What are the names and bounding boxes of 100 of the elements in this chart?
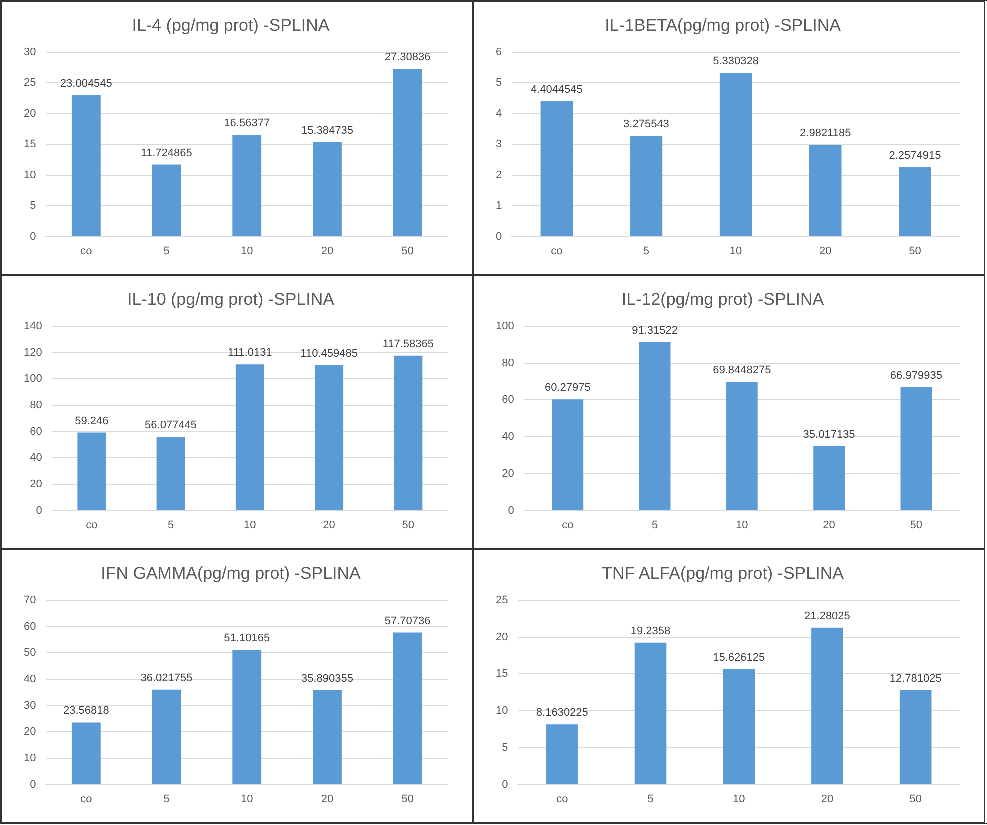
bar xyxy=(814,446,845,510)
bar xyxy=(899,167,932,236)
y-tick-label: 60 xyxy=(30,426,42,438)
y-tick-label: 0 xyxy=(30,778,36,791)
y-tick-label: 40 xyxy=(24,673,36,686)
bar xyxy=(313,690,342,784)
x-tick-label: 10 xyxy=(240,245,254,258)
y-tick-label: 15 xyxy=(24,138,36,151)
y-tick-label: 80 xyxy=(30,399,42,412)
bar xyxy=(394,356,423,510)
bar xyxy=(723,670,756,784)
y-tick-label: 50 xyxy=(24,647,36,660)
x-tick-label: 20 xyxy=(821,793,834,806)
data-label: 2.2574915 xyxy=(889,150,942,162)
y-tick-label: 140 xyxy=(24,320,42,332)
x-tick-label: 20 xyxy=(321,245,334,258)
bar xyxy=(152,690,182,784)
x-tick-label: 20 xyxy=(323,519,336,532)
data-label: 8.1630225 xyxy=(536,707,588,720)
bar xyxy=(812,628,844,784)
x-tick-label: 50 xyxy=(909,245,922,258)
y-tick-label: 70 xyxy=(24,594,36,606)
bar xyxy=(236,364,264,510)
y-tick-label: 10 xyxy=(24,169,36,182)
data-label: 3.275543 xyxy=(624,118,670,131)
x-tick-label: co xyxy=(562,519,574,532)
bar xyxy=(630,136,663,236)
data-label: 57.70736 xyxy=(384,615,431,628)
x-tick-label: 5 xyxy=(168,519,174,532)
data-label: 59.246 xyxy=(75,415,109,428)
x-tick-label: 50 xyxy=(402,519,415,532)
bar xyxy=(393,632,422,784)
y-tick-label: 80 xyxy=(502,357,514,370)
data-label: 69.8448275 xyxy=(713,364,772,377)
data-label: 36.021755 xyxy=(140,672,193,684)
bar xyxy=(726,382,758,510)
y-tick-label: 30 xyxy=(24,46,36,58)
x-tick-label: 5 xyxy=(652,519,658,532)
y-tick-label: 10 xyxy=(24,752,36,764)
data-label: 35.890355 xyxy=(301,672,354,685)
data-label: 111.0131 xyxy=(228,347,272,360)
data-label: 35.017135 xyxy=(803,428,856,441)
x-tick-label: 50 xyxy=(910,793,922,806)
bar xyxy=(393,68,422,236)
y-tick-label: 100 xyxy=(24,373,42,386)
y-tick-label: 60 xyxy=(502,394,514,406)
bar xyxy=(552,400,584,510)
y-tick-label: 0 xyxy=(508,504,514,517)
x-tick-label: 5 xyxy=(643,245,650,258)
y-tick-label: 30 xyxy=(24,700,36,712)
bar xyxy=(72,722,101,784)
chart-title: IL-1BETA(pg/mg prot) -SPLINA xyxy=(605,16,842,35)
bar xyxy=(315,365,344,510)
data-label: 12.781025 xyxy=(890,673,942,686)
y-tick-label: 120 xyxy=(24,346,42,359)
bar xyxy=(232,650,262,784)
data-label: 56.077445 xyxy=(145,419,198,432)
x-tick-label: co xyxy=(551,245,563,258)
data-label: 2.9821185 xyxy=(800,128,852,140)
y-tick-label: 6 xyxy=(496,46,502,58)
bar xyxy=(232,134,262,236)
bar xyxy=(540,101,574,236)
y-tick-label: 100 xyxy=(496,320,514,332)
y-tick-label: 20 xyxy=(24,726,36,738)
bar xyxy=(639,342,671,510)
chart-title: IL-4 (pg/mg prot) -SPLINA xyxy=(132,16,330,35)
y-tick-label: 5 xyxy=(30,200,36,212)
y-tick-label: 0 xyxy=(496,230,502,243)
data-label: 117.58365 xyxy=(382,338,434,350)
data-label: 5.330328 xyxy=(713,56,760,68)
bar xyxy=(546,724,578,784)
y-tick-label: 40 xyxy=(502,431,514,444)
x-tick-label: co xyxy=(80,793,92,806)
bar xyxy=(720,72,752,236)
x-tick-label: 10 xyxy=(736,519,748,532)
x-tick-label: 5 xyxy=(648,793,654,806)
x-tick-label: co xyxy=(86,519,98,532)
x-tick-label: 20 xyxy=(321,793,334,806)
x-tick-label: 5 xyxy=(164,245,170,258)
data-label: 4.4044545 xyxy=(530,84,583,96)
y-tick-label: 1 xyxy=(496,200,502,212)
bar xyxy=(78,432,106,510)
data-label: 15.384735 xyxy=(301,124,354,137)
data-label: 60.27975 xyxy=(544,382,591,394)
data-label: 23.004545 xyxy=(60,78,112,90)
y-tick-label: 40 xyxy=(30,452,42,464)
y-tick-label: 20 xyxy=(496,631,508,644)
bar xyxy=(900,387,932,510)
y-tick-label: 25 xyxy=(24,77,36,90)
data-label: 51.10165 xyxy=(224,632,270,645)
chart-title: IL-10 (pg/mg prot) -SPLINA xyxy=(128,290,336,309)
y-tick-label: 5 xyxy=(502,742,508,754)
x-tick-label: 10 xyxy=(732,793,746,806)
y-tick-label: 3 xyxy=(496,138,502,151)
bar xyxy=(152,164,182,236)
data-label: 19.2358 xyxy=(630,625,671,638)
bar xyxy=(313,142,342,236)
x-tick-label: co xyxy=(556,793,568,806)
y-tick-label: 25 xyxy=(496,594,508,606)
x-tick-label: 10 xyxy=(730,245,742,258)
